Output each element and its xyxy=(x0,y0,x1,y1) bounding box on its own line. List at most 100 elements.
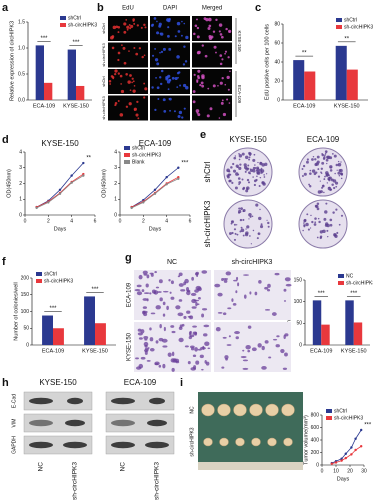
row-label: shCtrl xyxy=(203,161,212,182)
colony xyxy=(231,231,234,235)
colony xyxy=(325,151,328,153)
cell xyxy=(154,361,160,366)
cell xyxy=(168,279,171,282)
legend-label: sh-circHIPK3 xyxy=(44,278,73,284)
colony xyxy=(338,223,341,226)
bar xyxy=(304,71,316,100)
cell xyxy=(267,288,271,292)
colony xyxy=(317,168,320,171)
nucleus xyxy=(228,30,231,33)
y-tick-label: 0 xyxy=(19,212,22,218)
colony xyxy=(259,162,263,166)
nucleus xyxy=(197,50,201,55)
colony xyxy=(234,155,237,157)
bar xyxy=(321,324,330,345)
nucleus xyxy=(193,32,196,36)
legend-swatch xyxy=(326,409,332,413)
legend-swatch xyxy=(60,16,66,20)
cell xyxy=(178,283,184,287)
x-axis-label: Days xyxy=(54,226,67,232)
x-tick-label: 0 xyxy=(321,468,324,474)
nucleus xyxy=(140,26,143,29)
colony xyxy=(256,175,258,178)
colony xyxy=(340,161,342,163)
nucleus xyxy=(204,54,208,58)
nucleus xyxy=(219,81,223,85)
colony xyxy=(324,152,327,155)
colony xyxy=(260,225,264,229)
nucleus xyxy=(128,50,130,52)
colony xyxy=(323,191,325,194)
x-tick-label: 2 xyxy=(47,218,50,224)
significance: *** xyxy=(350,291,358,297)
colony xyxy=(249,235,251,237)
nucleus xyxy=(180,34,183,37)
colony xyxy=(264,162,268,166)
colony xyxy=(232,162,235,166)
bar xyxy=(84,296,95,345)
cell xyxy=(282,367,288,370)
colony xyxy=(252,229,255,232)
cell xyxy=(201,368,204,371)
colony xyxy=(317,217,320,220)
y-tick-label: 0 xyxy=(26,342,29,348)
legend-label: shCtrl xyxy=(44,271,57,277)
band xyxy=(111,397,135,405)
colony xyxy=(259,176,262,179)
colony xyxy=(339,168,343,173)
colony xyxy=(231,220,233,223)
nucleus xyxy=(201,44,204,47)
point xyxy=(142,201,145,204)
cell xyxy=(196,303,200,306)
cell xyxy=(204,359,207,364)
cell xyxy=(157,291,162,293)
colony xyxy=(256,237,259,240)
band xyxy=(111,441,135,449)
nucleus xyxy=(132,19,135,22)
legend-swatch xyxy=(124,146,130,150)
cell xyxy=(203,333,208,337)
colony xyxy=(314,204,318,208)
band xyxy=(147,419,167,427)
colony xyxy=(260,171,263,174)
nucleus xyxy=(178,71,181,74)
nucleus xyxy=(136,100,139,104)
nucleus xyxy=(225,27,228,31)
colony xyxy=(258,184,261,188)
nucleus xyxy=(227,88,230,91)
cell xyxy=(221,366,225,369)
nucleus xyxy=(196,35,200,39)
colony xyxy=(323,217,327,221)
point xyxy=(165,183,168,186)
colony xyxy=(259,168,263,172)
cell xyxy=(240,355,247,359)
colony xyxy=(306,213,309,216)
colony xyxy=(249,168,254,172)
cell xyxy=(271,312,277,316)
colony xyxy=(338,175,341,177)
colony xyxy=(315,162,319,166)
column-header: ECA-109 xyxy=(124,378,157,387)
nucleus xyxy=(162,47,166,51)
colony xyxy=(309,169,312,172)
significance: *** xyxy=(318,291,326,297)
lane-label: sh-circHIPK3 xyxy=(154,462,161,500)
cell xyxy=(159,297,163,302)
cell xyxy=(162,363,166,369)
colony xyxy=(309,172,312,175)
legend-swatch xyxy=(336,25,342,29)
colony xyxy=(325,202,328,205)
nucleus xyxy=(177,76,179,79)
colony xyxy=(258,216,262,221)
cell xyxy=(149,347,155,352)
cell xyxy=(215,326,221,332)
nucleus xyxy=(215,18,218,22)
column-header: KYSE-150 xyxy=(229,135,267,144)
nucleus xyxy=(143,54,146,57)
cell xyxy=(190,345,195,349)
colony xyxy=(317,190,322,194)
cell xyxy=(186,289,191,293)
colony xyxy=(233,223,236,226)
chart-title: KYSE-150 xyxy=(41,139,79,148)
cell xyxy=(178,272,183,277)
